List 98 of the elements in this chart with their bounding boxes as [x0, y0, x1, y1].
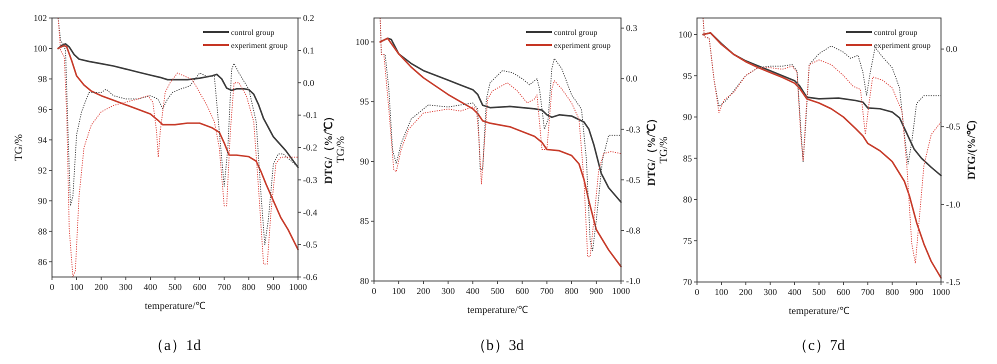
y-axis-title: TG/% [13, 134, 25, 161]
x-tick-label: 700 [861, 287, 876, 297]
x-tick-label: 400 [466, 286, 480, 296]
y2-tick-label: -0.3 [626, 124, 641, 134]
y2-tick-label: -0.6 [303, 272, 318, 282]
y-tick-label: 86 [38, 256, 48, 267]
text: （c）7d [793, 338, 846, 354]
y-tick-label: 80 [360, 276, 370, 286]
x-tick-label: 1000 [289, 282, 308, 292]
x-tick-label: 0 [694, 287, 700, 297]
y2-tick-label: -0.8 [626, 225, 641, 236]
y2-tick-label: 0.0 [626, 74, 638, 84]
y-tick-label: 70 [683, 277, 692, 287]
y-axis-title: TG/% [335, 136, 347, 163]
text: （b）3d [471, 338, 524, 354]
y2-axis-title: DTG/(%/℃) [966, 120, 978, 180]
x-tick-label: 500 [490, 286, 505, 296]
legend-label: control group [231, 28, 274, 37]
y2-tick-label: -1.0 [946, 199, 961, 210]
y-tick-label: 95 [360, 96, 370, 107]
y-axis-title: TG/% [658, 136, 670, 164]
y2-axis-title: DTG/（%/℃） [323, 111, 335, 184]
y2-tick-label: 0.2 [303, 13, 314, 23]
x-tick-label: 200 [94, 282, 108, 292]
x-tick-label: 600 [192, 282, 207, 292]
y2-tick-label: 0.0 [946, 44, 958, 54]
x-tick-label: 600 [836, 287, 851, 297]
legend-label: experiment group [874, 41, 931, 50]
y-tick-label: 100 [34, 43, 48, 54]
x-tick-label: 1000 [932, 287, 950, 297]
legend-item: experiment group [203, 41, 288, 50]
x-tick-label: 100 [70, 282, 84, 292]
y2-tick-label: 0.1 [303, 45, 314, 56]
y2-tick-label: 0.3 [626, 23, 638, 34]
x-tick-label: 200 [739, 287, 754, 297]
legend-label: experiment group [554, 41, 611, 50]
x-tick-label: 900 [266, 282, 281, 292]
legend-item: control group [526, 28, 598, 37]
y2-tick-label: -0.4 [303, 207, 318, 218]
y-tick-label: 98 [38, 74, 48, 84]
y-tick-label: 90 [360, 156, 370, 166]
y-tick-label: 80 [683, 194, 692, 204]
x-tick-label: 300 [763, 287, 778, 297]
legend-item: experiment group [526, 41, 611, 50]
x-tick-label: 400 [144, 282, 158, 292]
y-tick-label: 94 [38, 134, 48, 145]
x-tick-label: 800 [564, 286, 579, 296]
x-tick-label: 0 [372, 286, 377, 296]
legend-item: control group [846, 28, 918, 37]
x-tick-label: 100 [392, 286, 406, 296]
legend-label: experiment group [231, 41, 288, 50]
x-tick-label: 100 [714, 287, 729, 297]
line-series [57, 43, 299, 168]
y2-tick-label: -0.5 [946, 122, 961, 132]
y-tick-label: 100 [356, 36, 370, 47]
y-tick-label: 90 [683, 112, 692, 122]
x-tick-label: 600 [515, 286, 530, 296]
x-tick-label: 200 [416, 286, 431, 296]
y-tick-label: 96 [38, 104, 48, 114]
y-tick-label: 85 [360, 216, 370, 226]
y-tick-label: 100 [678, 30, 692, 40]
x-tick-label: 400 [788, 287, 802, 297]
y2-tick-label: -1.0 [626, 276, 641, 286]
x-axis-title: temperature/℃ [467, 305, 528, 316]
y-tick-label: 85 [683, 153, 692, 164]
legend-item: experiment group [846, 41, 931, 50]
x-tick-label: 800 [885, 287, 900, 297]
legend-label: control group [874, 28, 918, 37]
y-tick-label: 92 [38, 165, 47, 176]
x-axis-title: temperature/℃ [144, 301, 206, 312]
legend-item: control group [203, 28, 274, 37]
x-tick-label: 900 [590, 286, 604, 296]
y-tick-label: 95 [683, 70, 692, 81]
y-tick-label: 88 [38, 226, 48, 236]
y2-tick-label: -0.5 [303, 240, 318, 250]
x-tick-label: 0 [50, 282, 55, 292]
x-tick-label: 500 [168, 282, 182, 292]
y-tick-label: 75 [683, 236, 692, 246]
y-tick-label: 90 [38, 196, 48, 206]
legend-label: control group [554, 28, 598, 37]
x-tick-label: 700 [540, 286, 554, 296]
x-tick-label: 300 [441, 286, 456, 296]
y2-tick-label: -0.3 [303, 174, 318, 185]
x-tick-label: 700 [217, 282, 232, 292]
y2-tick-label: -0.1 [303, 110, 318, 120]
x-tick-label: 1000 [612, 286, 630, 296]
y2-tick-label: -0.5 [626, 174, 641, 185]
x-tick-label: 300 [119, 282, 134, 292]
x-axis-title: temperature/℃ [788, 306, 850, 317]
y2-tick-label: -0.2 [303, 142, 318, 152]
text: （a）1d [149, 338, 202, 354]
x-tick-label: 900 [910, 287, 924, 297]
y2-tick-label: -1.5 [946, 277, 961, 287]
x-tick-label: 800 [242, 282, 256, 292]
y2-axis-title: DTG/（%/℃） [646, 113, 658, 186]
y2-tick-label: 0.0 [303, 78, 315, 88]
x-tick-label: 500 [812, 287, 826, 297]
y-tick-label: 102 [34, 13, 47, 23]
